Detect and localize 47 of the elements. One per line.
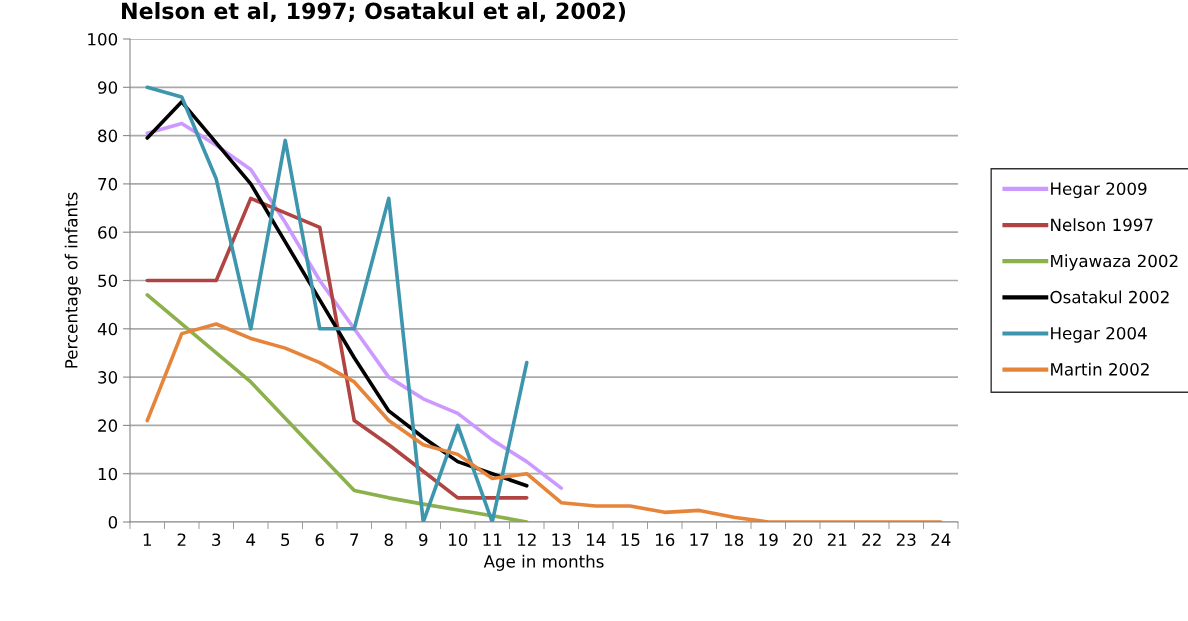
x-tick-label: 3 [212,533,221,547]
x-tick-label: 23 [896,533,916,547]
line-series [145,293,529,522]
x-tick-label: 15 [621,533,640,547]
y-tick-label: 100 [88,32,118,46]
x-tick-label: 18 [724,533,744,547]
legend-label: Martin 2002 [1051,362,1149,376]
y-tick-label: 20 [98,419,118,432]
x-tick-label: 8 [384,533,393,547]
legend-label: Hegar 2009 [1051,182,1147,199]
chart-title: Nelson et al, 1997; Osatakul et al, 2002) [122,2,626,23]
x-tick-label: 13 [552,533,571,547]
x-tick-label: 14 [586,533,606,546]
x-tick-label: 6 [315,533,324,547]
y-axis-title: Percentage of infants [64,192,81,368]
x-tick-label: 4 [246,533,256,546]
legend-label: Miyawaza 2002 [1051,254,1178,271]
x-tick-label: 19 [759,533,778,547]
legend-label: Hegar 2004 [1051,326,1147,343]
x-tick-label: 5 [281,533,290,547]
y-tick-label: 10 [98,467,118,481]
x-tick-label: 16 [655,533,675,547]
legend-label: Nelson 1997 [1051,218,1153,232]
x-tick-label: 20 [793,533,813,547]
x-tick-label: 22 [862,533,881,546]
y-tick-label: 80 [98,129,118,143]
line-series [145,322,943,522]
x-tick-label: 12 [517,533,536,546]
x-axis-title: Age in months [483,554,604,571]
x-tick-label: 2 [177,533,186,546]
y-tick-label: 30 [98,371,118,384]
y-tick-label: 60 [98,226,118,239]
x-tick-label: 10 [448,533,468,547]
x-tick-label: 7 [350,533,359,546]
y-tick-label: 40 [97,322,118,336]
y-tick-label: 0 [108,515,118,529]
x-tick-label: 1 [143,533,152,546]
legend-label: Osatakul 2002 [1050,290,1169,304]
x-tick-label: 17 [690,533,709,546]
x-tick-label: 11 [483,533,502,546]
x-tick-label: 24 [931,533,951,546]
y-tick-label: 70 [98,177,118,191]
x-tick-label: 9 [419,533,428,547]
line-series [145,196,529,500]
y-tick-label: 50 [98,274,118,288]
x-tick-label: 21 [827,533,847,546]
y-tick-label: 90 [98,81,118,94]
